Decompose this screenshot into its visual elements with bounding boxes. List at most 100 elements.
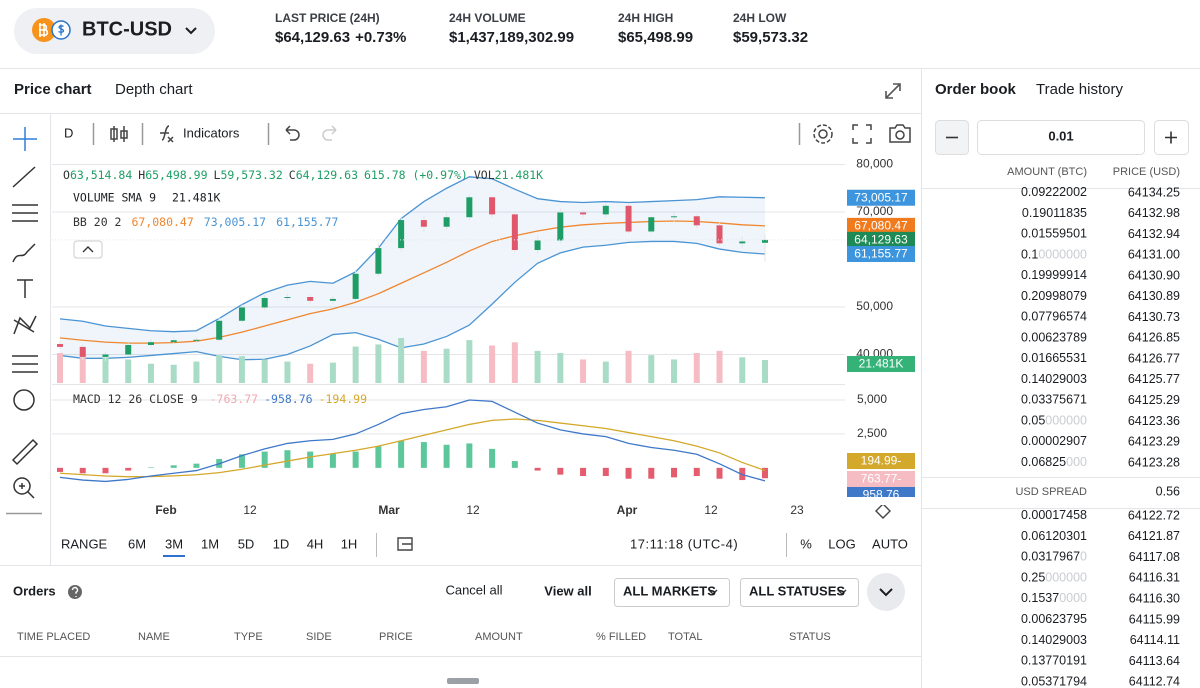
scale-option[interactable]: LOG — [828, 536, 855, 551]
camera-icon[interactable] — [889, 124, 911, 143]
filter-dropdown[interactable] — [614, 578, 730, 607]
volume-bar — [193, 361, 200, 383]
amount: 0.03375671 — [1021, 393, 1087, 407]
drawing-tools — [6, 127, 42, 515]
undo-icon[interactable] — [285, 125, 300, 141]
macd-histogram-bar — [557, 467, 564, 475]
pair-selector[interactable] — [14, 8, 215, 54]
order-amount: 0.14029003 — [1021, 633, 1087, 647]
column-header: TOTAL — [668, 631, 702, 643]
resize-handle[interactable] — [447, 678, 479, 684]
increment-input[interactable] — [977, 120, 1145, 155]
x-tick-label: 12 — [704, 503, 718, 517]
volume-bar — [671, 359, 678, 383]
date-range-icon[interactable] — [397, 537, 413, 551]
scale-option[interactable]: AUTO — [872, 536, 908, 551]
candle-body — [398, 220, 405, 249]
candle-body — [443, 217, 450, 227]
macd-histogram-bar — [466, 443, 473, 468]
collapse-chevron — [879, 588, 893, 597]
order-amount: 0.10000000 — [1021, 248, 1087, 262]
scale-option[interactable]: % — [800, 536, 812, 551]
fib-tool[interactable] — [12, 204, 38, 222]
emoji-tool[interactable] — [13, 389, 35, 411]
collapse-legend[interactable] — [73, 240, 103, 259]
candle-body — [57, 344, 63, 347]
tab[interactable]: Price chart — [14, 81, 92, 98]
range-option[interactable]: 1H — [341, 536, 358, 551]
order-price: 64123.36 — [1128, 414, 1180, 428]
brush-tool[interactable] — [12, 243, 36, 263]
candle-body — [193, 339, 200, 341]
volume-bar — [352, 346, 359, 383]
volume-bar — [307, 363, 314, 383]
column-header: TYPE — [234, 631, 263, 643]
active-underline — [163, 555, 185, 557]
legend-label: VOLUME SMA 9 — [73, 191, 156, 205]
legend-part: 615.78 (+0.97%) — [364, 168, 468, 182]
y-tick-label: 2,500 — [857, 426, 887, 440]
volume-bar — [557, 353, 564, 383]
fullscreen-icon[interactable] — [852, 124, 872, 144]
order-amount: 0.06120301 — [1021, 529, 1087, 543]
price-tag-bg — [847, 189, 915, 206]
candle-body — [557, 212, 564, 241]
legend-part: L — [214, 168, 221, 182]
volume-bar — [489, 345, 496, 383]
range-option[interactable]: 5D — [238, 536, 255, 551]
cancel-all[interactable]: Cancel all — [445, 582, 502, 597]
range-option[interactable]: 4H — [307, 536, 324, 551]
help-icon[interactable] — [68, 585, 82, 599]
macd-histogram-bar — [261, 451, 268, 468]
toolbar-icons — [92, 123, 911, 145]
filter-dropdown[interactable] — [740, 578, 859, 607]
range-option[interactable]: 1M — [201, 536, 219, 551]
macd-histogram-bar — [125, 467, 132, 471]
range-option[interactable]: 6M — [128, 536, 146, 551]
chart-settings-icon[interactable] — [875, 503, 891, 519]
order-price: 64131.00 — [1128, 248, 1180, 262]
range-option[interactable]: 3M — [165, 536, 183, 551]
ruler-tool[interactable] — [11, 438, 39, 466]
text-tool[interactable] — [17, 279, 33, 298]
tab[interactable]: Depth chart — [115, 81, 193, 98]
x-tick-label: Feb — [155, 503, 176, 517]
macd-histogram-bar — [170, 465, 177, 468]
collapse-button[interactable] — [867, 573, 905, 611]
expand-icon[interactable] — [885, 83, 901, 99]
volume-bar — [762, 359, 768, 383]
pattern-tool[interactable] — [13, 315, 37, 335]
column-header: NAME — [138, 631, 170, 643]
legend-part: O — [63, 168, 70, 182]
amount: 0.14029003 — [1021, 633, 1087, 647]
crosshair-tool[interactable] — [13, 127, 37, 151]
amount: 0.20998079 — [1021, 289, 1087, 303]
tab[interactable]: Trade history — [1036, 81, 1123, 98]
amount: 0.00623795 — [1021, 612, 1087, 626]
view-all[interactable]: View all — [544, 583, 591, 598]
order-amount: 0.01665531 — [1021, 351, 1087, 365]
fx-icon[interactable] — [160, 125, 174, 143]
usd-glyph — [58, 24, 65, 36]
indicators-button[interactable]: Indicators — [183, 125, 240, 140]
range-option[interactable]: 1D — [273, 536, 290, 551]
volume-bar — [147, 363, 154, 383]
interval-button[interactable]: D — [64, 125, 73, 140]
zoom-tool[interactable] — [13, 477, 31, 495]
tab[interactable]: Order book — [935, 81, 1017, 98]
collapse-glyph — [82, 246, 94, 253]
candle-body — [261, 297, 268, 308]
help-glyph — [71, 586, 79, 597]
candle-body — [511, 214, 518, 250]
macd-histogram-bar — [625, 467, 632, 479]
candles-icon[interactable] — [110, 126, 128, 142]
spread-label: USD SPREAD — [1015, 486, 1087, 498]
y-tick-label: 80,000 — [856, 157, 893, 171]
legend-value: 73,005.17 — [204, 215, 266, 229]
trend-tool[interactable] — [12, 166, 36, 188]
forecast-tool[interactable] — [12, 355, 38, 373]
amount: 0.14029003 — [1021, 372, 1087, 386]
settings-icon[interactable] — [818, 129, 828, 139]
amount: 0.1537 — [1021, 591, 1059, 605]
candle-body — [79, 346, 86, 357]
